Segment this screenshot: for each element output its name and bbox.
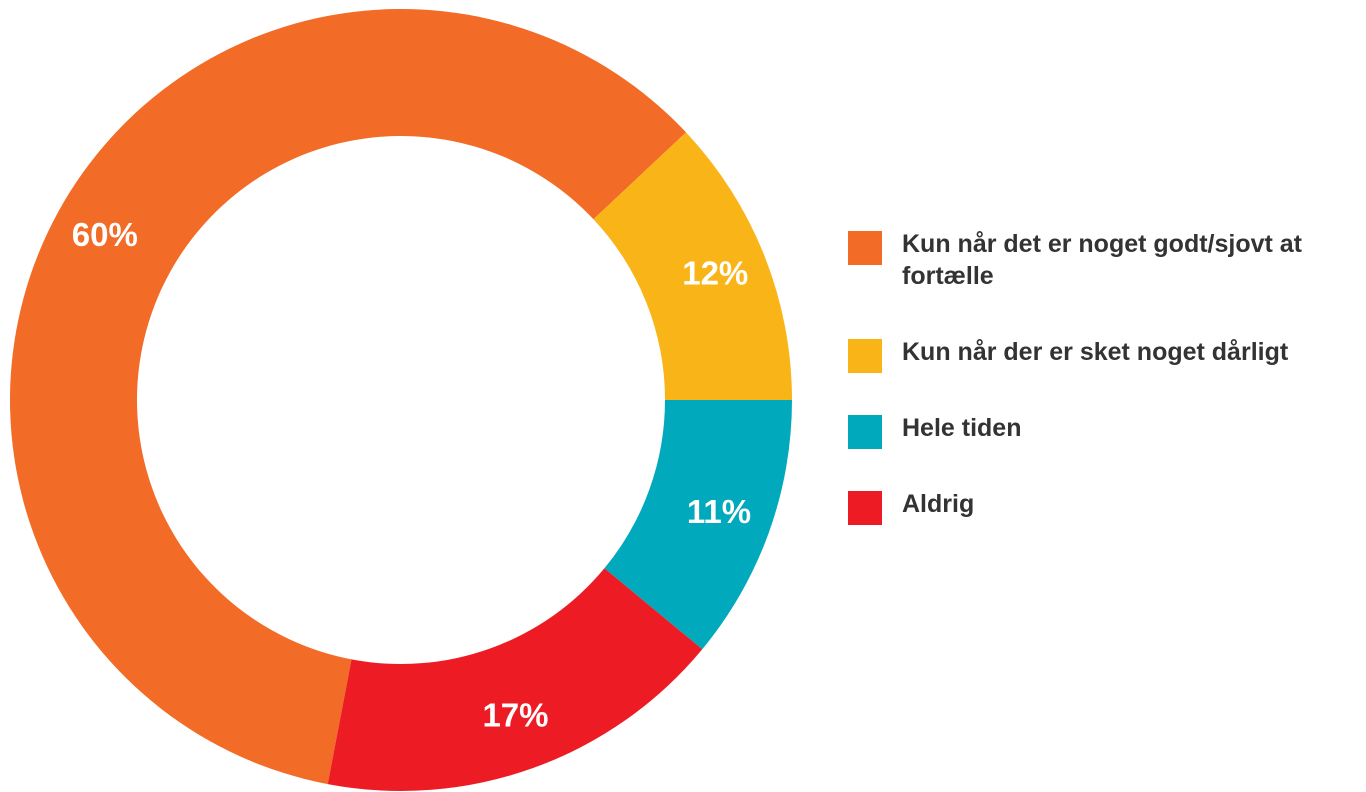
legend-swatch <box>848 231 882 265</box>
donut-segment <box>593 132 792 400</box>
legend-swatch <box>848 415 882 449</box>
data-label: 11% <box>687 493 751 530</box>
donut-segment <box>327 568 703 792</box>
legend-item: Aldrig <box>848 488 1322 525</box>
donut-segment <box>604 400 792 650</box>
data-label: 12% <box>682 254 748 291</box>
legend-item: Kun når det er noget godt/sjovt at fortæ… <box>848 228 1322 292</box>
legend-label: Kun når der er sket noget dårligt <box>902 338 1289 366</box>
legend-swatch <box>848 339 882 373</box>
legend-label: Aldrig <box>902 490 975 518</box>
legend-swatch <box>848 491 882 525</box>
legend-item: Hele tiden <box>848 412 1322 449</box>
legend-label: Kun når det er noget godt/sjovt at fortæ… <box>902 230 1303 290</box>
legend-label: Hele tiden <box>902 414 1022 442</box>
legend-item: Kun når der er sket noget dårligt <box>848 336 1322 373</box>
donut-chart: 60% 12% 11% 17% <box>10 9 792 792</box>
donut-segment <box>10 9 687 785</box>
legend: Kun når det er noget godt/sjovt at fortæ… <box>848 228 1322 564</box>
data-label: 60% <box>72 216 138 253</box>
data-label: 17% <box>482 697 548 734</box>
